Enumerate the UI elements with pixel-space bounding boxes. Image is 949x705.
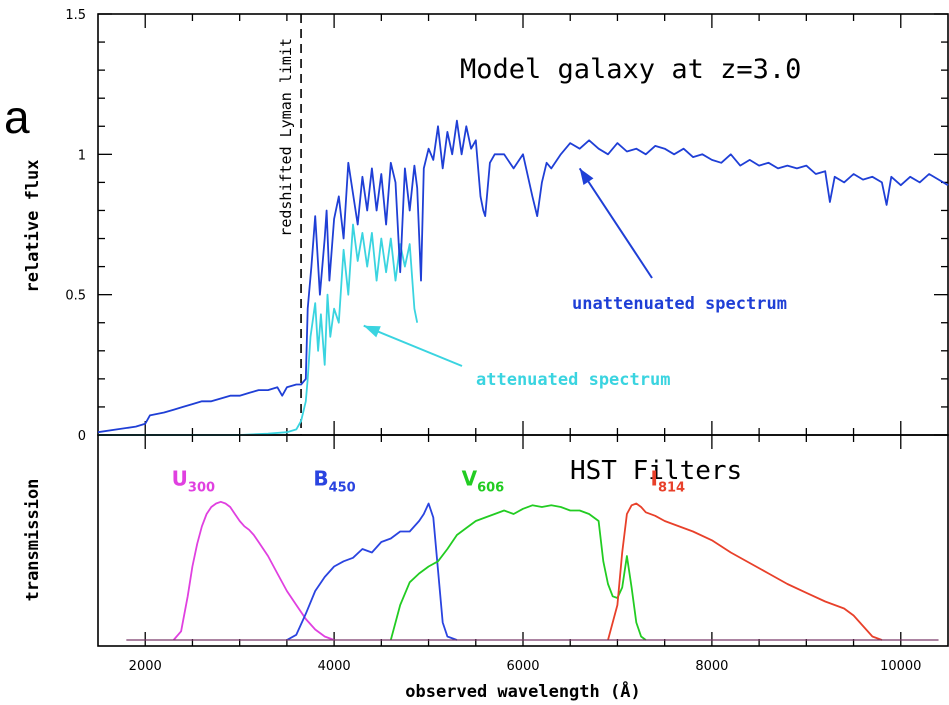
y-tick-label: 1	[78, 148, 86, 163]
series-line-unattenuated	[97, 119, 949, 434]
series-line-attenuated	[98, 223, 419, 436]
y-axis-label-transmission: transmission	[23, 479, 43, 602]
arrow-attenuated	[363, 324, 463, 367]
y-tick-label: 0.5	[65, 289, 86, 304]
annotation-attenuated: attenuated spectrum	[476, 370, 670, 390]
filter-label-U300: U300	[172, 467, 215, 496]
spectrum-annotations: unattenuated spectrum attenuated spectru…	[363, 167, 787, 390]
spectrum-series	[97, 119, 949, 436]
arrowhead-attenuated-icon	[363, 325, 381, 338]
filter-label-V606: V606	[462, 467, 505, 496]
filter-curve-V606	[389, 504, 647, 641]
filter-label-B450: B450	[313, 467, 355, 496]
x-tick-labels: 2000 4000 6000 8000 10000	[129, 659, 922, 674]
filter-curve-I814	[607, 502, 883, 641]
x-tick-label: 6000	[506, 659, 539, 674]
filter-curve-U300	[172, 500, 335, 641]
x-tick-label: 8000	[695, 659, 728, 674]
y-axis-label-flux: relative flux	[23, 159, 43, 292]
lyman-limit-label: redshifted Lyman limit	[277, 38, 295, 237]
filter-label-sub-U300: 300	[188, 481, 215, 496]
spectrum-ticks	[98, 13, 948, 436]
y-tick-label: 1.5	[65, 8, 86, 23]
x-tick-label: 4000	[318, 659, 351, 674]
y-tick-label: 0	[78, 429, 86, 444]
filter-curves	[126, 500, 939, 641]
annotation-unattenuated: unattenuated spectrum	[572, 294, 787, 314]
filter-label-sub-B450: 450	[329, 481, 356, 496]
panel-letter: a	[4, 91, 30, 143]
filters-title: HST Filters	[570, 456, 742, 486]
x-tick-label: 10000	[880, 659, 921, 674]
x-tick-label: 2000	[129, 659, 162, 674]
arrow-unattenuated	[578, 167, 653, 279]
filter-curve-B450	[286, 502, 458, 641]
chart-title: Model galaxy at z=3.0	[460, 54, 801, 85]
spectrum-y-tick-labels: 0 0.5 1 1.5	[65, 8, 86, 444]
filters-panel: 2000 4000 6000 8000 10000 transmission HST F…	[23, 434, 949, 702]
arrowhead-unattenuated-icon	[579, 168, 594, 186]
spectrum-panel: 0 0.5 1 1.5 relative flux Model galaxy at z…	[23, 8, 949, 444]
filter-label-sub-I814: 814	[658, 481, 685, 496]
filters-frame	[97, 434, 949, 647]
filter-label-sub-V606: 606	[477, 481, 504, 496]
x-axis-label: observed wavelength (Å)	[405, 679, 640, 702]
